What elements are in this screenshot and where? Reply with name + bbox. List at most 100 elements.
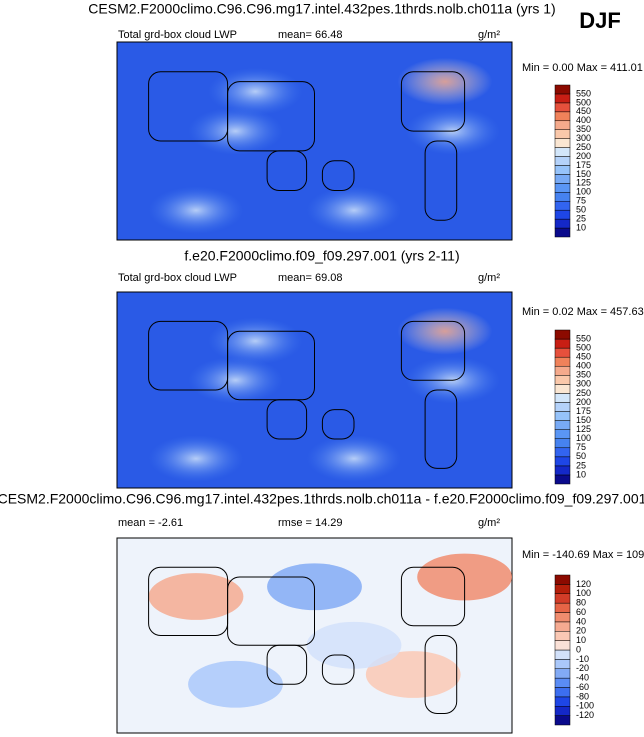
colorbar-label: 125 <box>576 178 591 188</box>
colorbar-box <box>554 329 571 340</box>
colorbar-box <box>554 631 571 641</box>
map-field <box>148 435 244 483</box>
colorbar-label: 300 <box>576 379 591 389</box>
colorbar-label: 550 <box>576 88 591 98</box>
map-field <box>148 573 244 620</box>
colorbar-label: 80 <box>576 598 586 608</box>
colorbar-label: -20 <box>576 663 589 673</box>
colorbar-box <box>554 227 571 238</box>
colorbar-box <box>554 402 571 412</box>
colorbar-label: 250 <box>576 388 591 398</box>
continent-outline <box>321 409 355 440</box>
colorbar-box <box>554 465 571 476</box>
colorbar-label: 25 <box>576 460 586 470</box>
colorbar-label: -40 <box>576 673 589 683</box>
colorbar-label: -120 <box>576 710 594 720</box>
colorbar-label: 75 <box>576 196 586 206</box>
panel-title: CESM2.F2000climo.C96.C96.mg17.intel.432p… <box>88 1 555 17</box>
continent-outline <box>227 576 316 646</box>
colorbar-box <box>554 347 571 358</box>
colorbar-box <box>554 209 571 220</box>
colorbar-label: 300 <box>576 133 591 143</box>
colorbar-label: 120 <box>576 579 591 589</box>
min-max-label: Min = 0.02 Max = 457.63 <box>522 306 644 318</box>
colorbar-box <box>554 593 571 604</box>
colorbar-label: 50 <box>576 451 586 461</box>
variable-label: Total grd-box cloud LWP <box>118 29 237 41</box>
map-field <box>207 67 303 116</box>
continent-outline <box>227 81 316 152</box>
map-field <box>306 186 402 235</box>
continent-outline <box>400 71 466 132</box>
colorbar-box <box>554 602 571 613</box>
colorbar-box <box>554 584 571 594</box>
units-label: g/m² <box>478 29 500 41</box>
map-field <box>148 186 244 235</box>
colorbar-box <box>554 429 571 439</box>
colorbar-box <box>554 192 571 202</box>
panel-title: CESM2.F2000climo.C96.C96.mg17.intel.432p… <box>0 491 644 507</box>
colorbar-label: 100 <box>576 588 591 598</box>
panel-title: f.e20.F2000climo.f09_f09.297.001 (yrs 2-… <box>184 248 459 264</box>
colorbar-label: -100 <box>576 701 594 711</box>
colorbar-box <box>554 138 571 148</box>
colorbar-label: 350 <box>576 124 591 134</box>
colorbar-label: 100 <box>576 187 591 197</box>
continent-outline <box>227 330 316 401</box>
colorbar-box <box>554 102 571 113</box>
colorbar-box <box>554 715 571 726</box>
min-max-label: Min = 0.00 Max = 411.01 <box>522 62 643 74</box>
units-label: g/m² <box>478 272 500 284</box>
colorbar-label: 40 <box>576 616 586 626</box>
mean-label: mean= 66.48 <box>278 29 343 41</box>
colorbar-box <box>554 147 571 157</box>
colorbar-box <box>554 338 571 349</box>
colorbar-box <box>554 375 571 385</box>
colorbar-label: 125 <box>576 424 591 434</box>
colorbar-box <box>554 183 571 193</box>
colorbar-box <box>554 640 571 651</box>
colorbar-box <box>554 612 571 623</box>
mean-label: mean = -2.61 <box>118 517 183 529</box>
map-field <box>188 356 283 404</box>
colorbar-box <box>554 200 571 211</box>
colorbar-label: -60 <box>576 682 589 692</box>
variable-label: Total grd-box cloud LWP <box>118 272 237 284</box>
colorbar-label: 0 <box>576 644 581 654</box>
continent-outline <box>424 140 458 221</box>
colorbar-label: 400 <box>576 361 591 371</box>
colorbar-box <box>554 447 571 458</box>
colorbar-box <box>554 120 571 130</box>
colorbar-box <box>554 84 571 95</box>
continent-outline <box>266 150 308 191</box>
colorbar-box <box>554 659 571 669</box>
continent-outline <box>266 399 308 440</box>
colorbar-box <box>554 384 571 394</box>
colorbar-box <box>554 111 571 122</box>
colorbar-label: 500 <box>576 342 591 352</box>
map-field <box>365 651 461 698</box>
map-field <box>397 57 493 106</box>
colorbar-box <box>554 668 571 679</box>
colorbar-box <box>554 420 571 430</box>
colorbar-box <box>554 356 571 367</box>
rmse-label: rmse = 14.29 <box>278 517 343 529</box>
colorbar-box <box>554 687 571 698</box>
units-label: g/m² <box>478 517 500 529</box>
colorbar-label: 10 <box>576 222 586 232</box>
continent-outline <box>424 635 458 714</box>
colorbar-label: 350 <box>576 370 591 380</box>
colorbar-label: 450 <box>576 352 591 362</box>
colorbar-label: 175 <box>576 160 591 170</box>
colorbar-label: 450 <box>576 106 591 116</box>
colorbar-label: 500 <box>576 97 591 107</box>
colorbar-label: 60 <box>576 607 586 617</box>
map-field <box>188 660 283 708</box>
map-field <box>207 317 303 365</box>
map-field <box>306 435 402 483</box>
colorbar-label: 150 <box>576 415 591 425</box>
colorbar-label: 200 <box>576 151 591 161</box>
colorbar-label: -80 <box>576 691 589 701</box>
